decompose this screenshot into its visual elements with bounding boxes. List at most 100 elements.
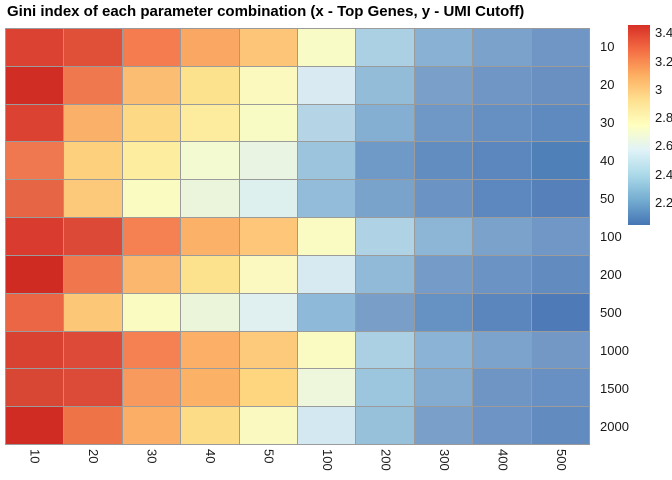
- heatmap-cell: [181, 142, 239, 180]
- y-axis-tick-label: 100: [600, 228, 622, 244]
- heatmap-cell: [414, 293, 473, 331]
- heatmap-cell: [64, 293, 122, 331]
- heatmap-cell: [122, 255, 181, 293]
- heatmap-cell: [64, 369, 122, 407]
- heatmap-cell: [298, 142, 356, 180]
- x-axis-tick-label: 400: [495, 449, 511, 471]
- heatmap-cell: [122, 369, 181, 407]
- x-axis-tick-label: 30: [144, 449, 160, 464]
- colorbar-tick-label: 3.4: [655, 25, 672, 41]
- heatmap-cell: [6, 142, 64, 180]
- heatmap-cell: [6, 180, 64, 218]
- heatmap-cell: [239, 180, 297, 218]
- colorbar-tick-label: 2.8: [655, 110, 672, 126]
- heatmap-cell: [6, 218, 64, 255]
- heatmap-cell: [6, 369, 64, 407]
- y-axis-tick-label: 30: [600, 115, 615, 131]
- y-axis-tick-label: 500: [600, 304, 622, 320]
- heatmap-cell: [414, 142, 473, 180]
- heatmap-cell: [298, 293, 356, 331]
- heatmap-cell: [239, 331, 297, 369]
- heatmap-cell: [298, 331, 356, 369]
- heatmap-cell: [122, 66, 181, 104]
- x-axis-tick-label: 10: [27, 449, 43, 464]
- heatmap-cell: [239, 369, 297, 407]
- heatmap-cell: [414, 218, 473, 255]
- heatmap-cell: [298, 369, 356, 407]
- heatmap-cell: [239, 293, 297, 331]
- y-axis-tick-label: 200: [600, 266, 622, 282]
- heatmap-cell: [531, 29, 589, 66]
- colorbar-tick-label: 3: [655, 81, 663, 97]
- heatmap-cell: [122, 331, 181, 369]
- heatmap-cell: [531, 293, 589, 331]
- x-axis-tick-label: 100: [319, 449, 335, 471]
- heatmap-cell: [531, 142, 589, 180]
- x-axis-labels: 10 20 30 40 50 100 200 300 400 500: [5, 449, 590, 479]
- heatmap-cell: [64, 407, 122, 444]
- heatmap-cell: [239, 66, 297, 104]
- heatmap-cell: [64, 66, 122, 104]
- heatmap-cell: [239, 142, 297, 180]
- colorbar-legend: 3.4 3.2 3 2.8 2.6 2.4 2.2: [628, 25, 672, 235]
- colorbar-gradient: [628, 25, 650, 225]
- heatmap-cell: [356, 331, 414, 369]
- heatmap-cell: [181, 369, 239, 407]
- heatmap-cell: [473, 255, 531, 293]
- heatmap-cell: [239, 407, 297, 444]
- heatmap-cell: [473, 29, 531, 66]
- heatmap-cell: [239, 218, 297, 255]
- heatmap-cell: [6, 66, 64, 104]
- y-axis-tick-label: 40: [600, 153, 615, 169]
- heatmap-cell: [473, 104, 531, 142]
- heatmap-cell: [239, 104, 297, 142]
- heatmap-cell: [122, 218, 181, 255]
- heatmap-cell: [6, 407, 64, 444]
- heatmap-cell: [531, 104, 589, 142]
- heatmap-cell: [122, 142, 181, 180]
- y-axis-tick-label: 50: [600, 191, 615, 207]
- heatmap-cell: [181, 331, 239, 369]
- y-axis-tick-label: 1500: [600, 380, 629, 396]
- heatmap-cell: [298, 104, 356, 142]
- heatmap-cell: [356, 218, 414, 255]
- heatmap-cell: [356, 255, 414, 293]
- heatmap-cell: [356, 66, 414, 104]
- colorbar-tick-label: 2.4: [655, 166, 672, 182]
- heatmap-cell: [298, 29, 356, 66]
- heatmap-cell: [122, 104, 181, 142]
- x-axis-tick-label: 40: [202, 449, 218, 464]
- heatmap-cell: [64, 180, 122, 218]
- heatmap-cell: [473, 331, 531, 369]
- heatmap-cell: [414, 331, 473, 369]
- heatmap-cell: [181, 218, 239, 255]
- heatmap-cell: [531, 407, 589, 444]
- heatmap-cell: [6, 255, 64, 293]
- heatmap-cell: [181, 293, 239, 331]
- heatmap-cell: [298, 180, 356, 218]
- heatmap-cell: [64, 218, 122, 255]
- x-axis-tick-label: 300: [436, 449, 452, 471]
- heatmap-cell: [414, 29, 473, 66]
- x-axis-tick-label: 200: [378, 449, 394, 471]
- heatmap-cell: [473, 66, 531, 104]
- heatmap-cell: [64, 104, 122, 142]
- heatmap-cell: [473, 180, 531, 218]
- heatmap-cell: [239, 29, 297, 66]
- heatmap-cell: [531, 255, 589, 293]
- heatmap-cell: [239, 255, 297, 293]
- y-axis-tick-label: 20: [600, 77, 615, 93]
- heatmap-cell: [64, 331, 122, 369]
- heatmap-cell: [122, 293, 181, 331]
- heatmap-cell: [298, 255, 356, 293]
- heatmap-cell: [356, 142, 414, 180]
- heatmap-cell: [473, 407, 531, 444]
- heatmap-cell: [298, 218, 356, 255]
- heatmap-cell: [64, 29, 122, 66]
- heatmap-cell: [298, 407, 356, 444]
- heatmap-cell: [414, 369, 473, 407]
- heatmap-cell: [531, 218, 589, 255]
- heatmap-cell: [122, 180, 181, 218]
- heatmap-cell: [414, 66, 473, 104]
